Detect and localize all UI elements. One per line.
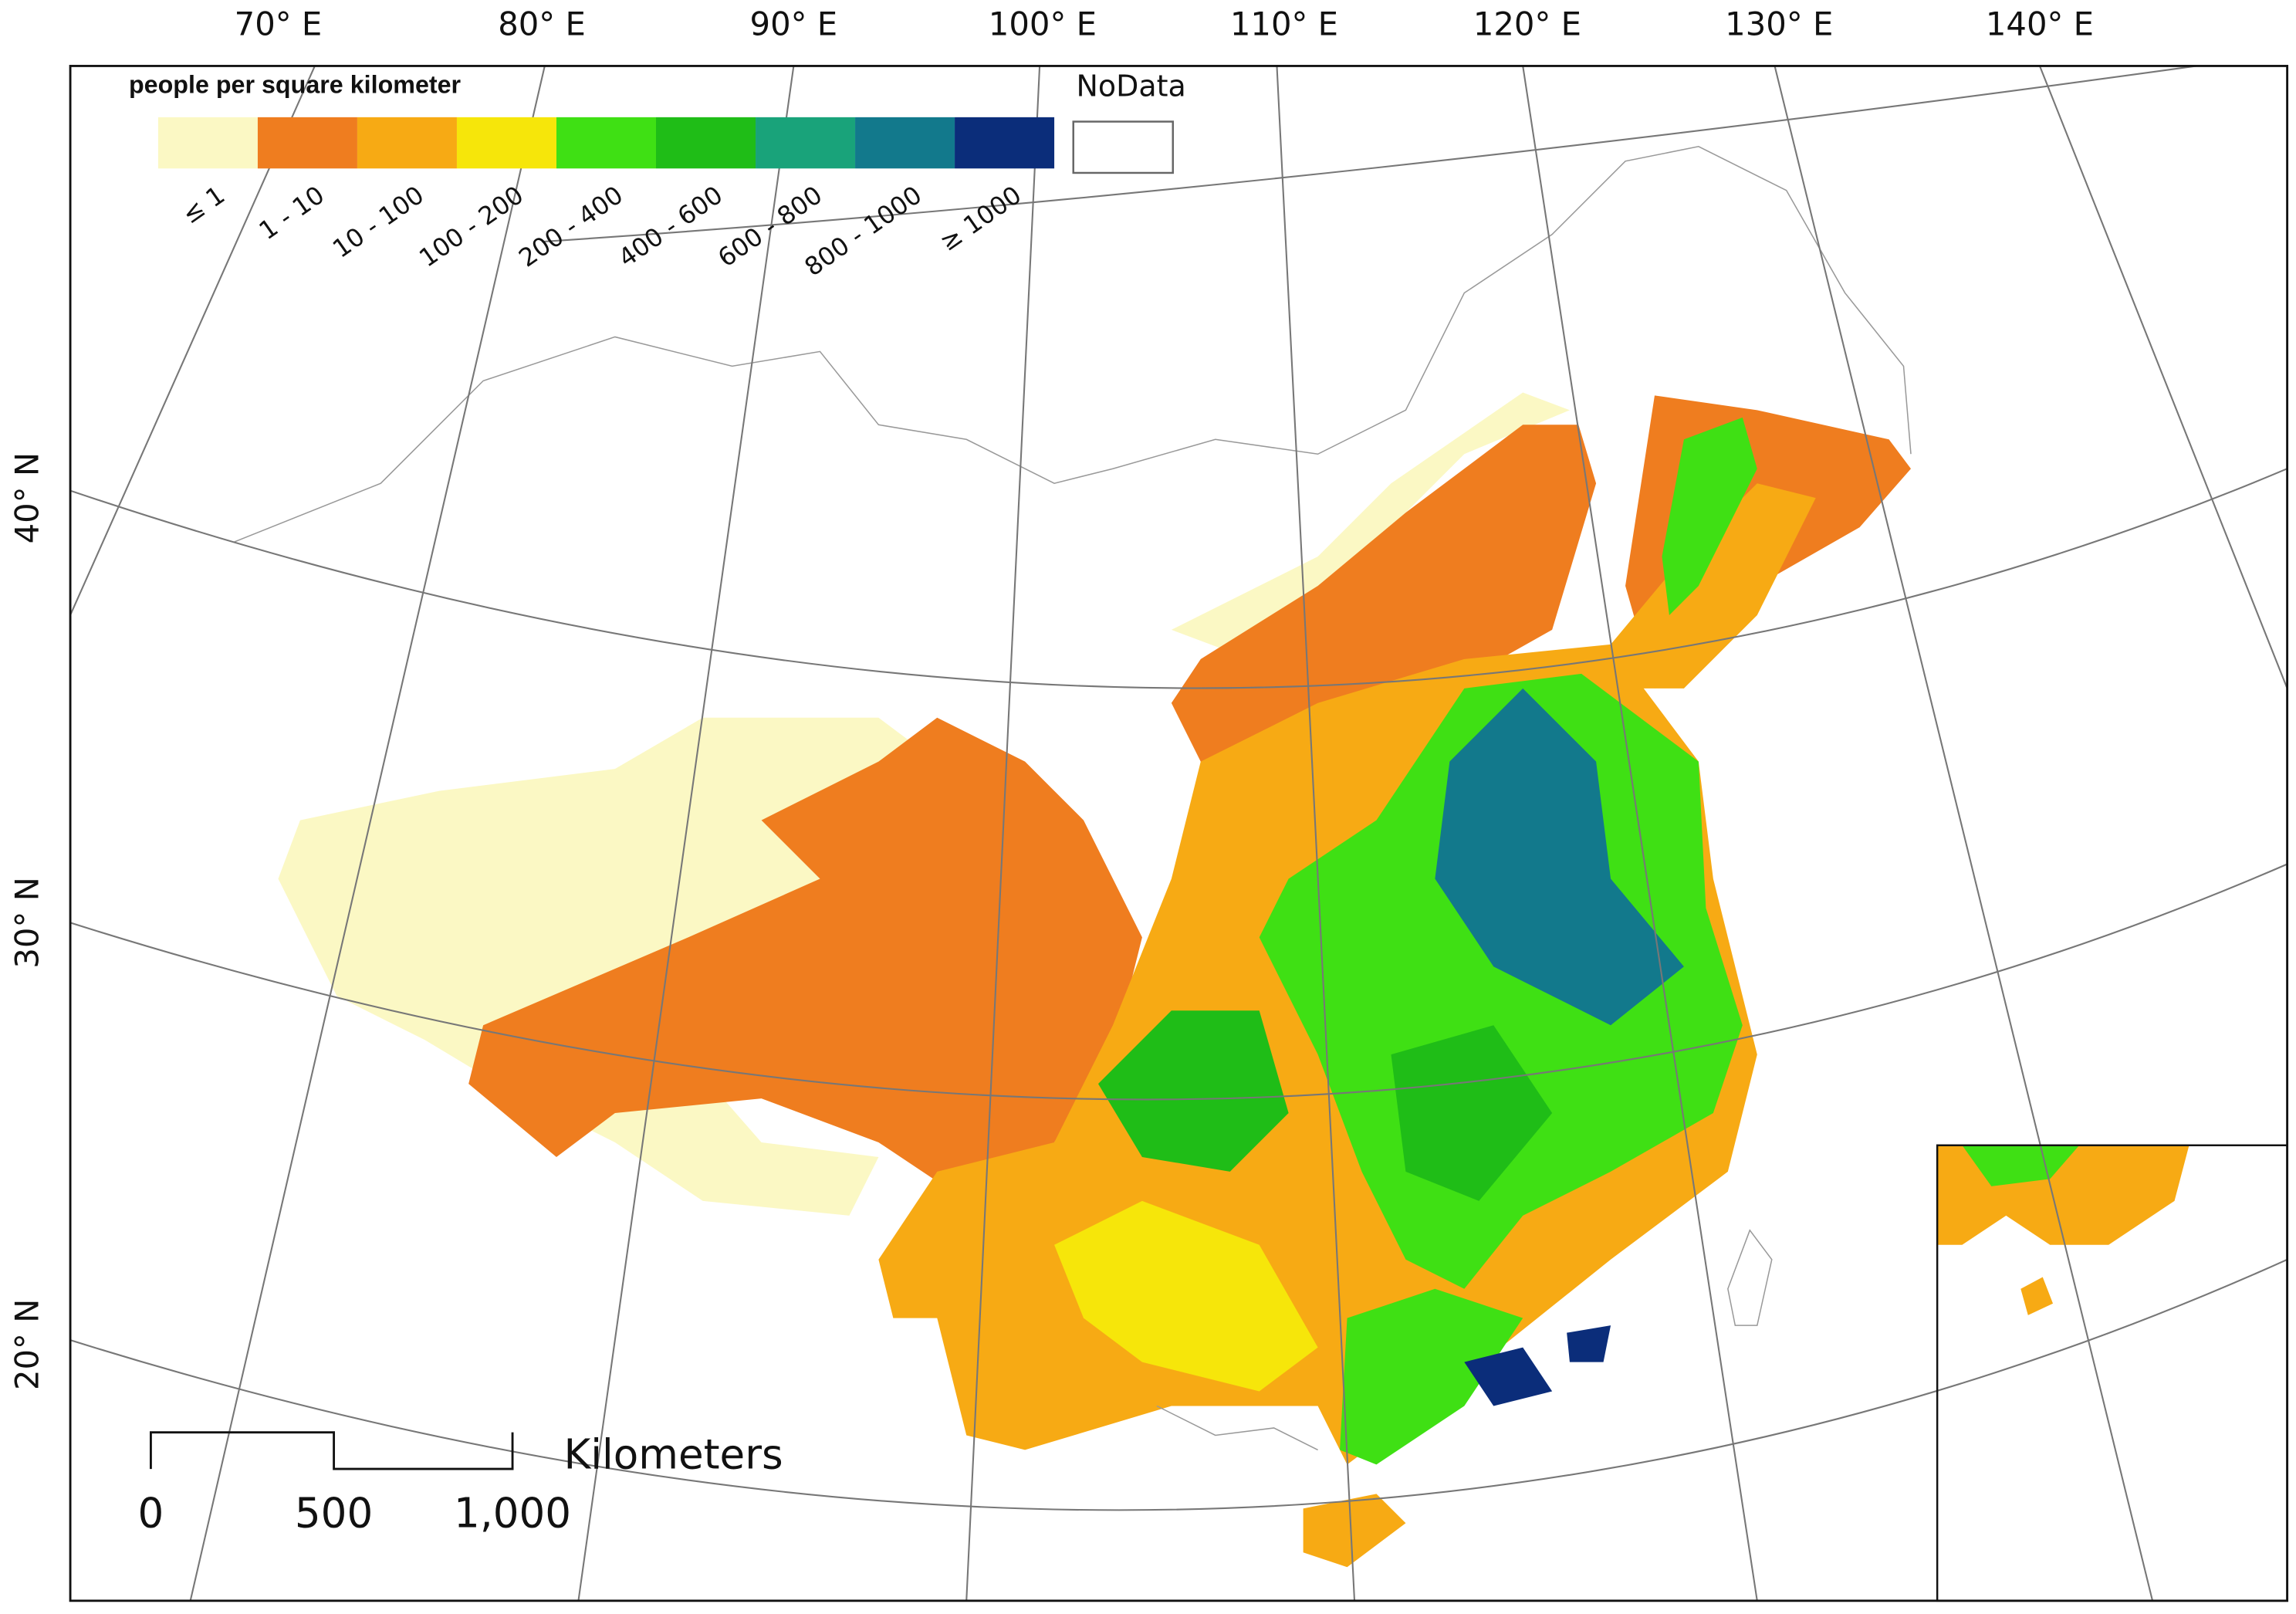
meridian xyxy=(965,66,1041,1601)
legend: people per square kilometer NoData ≤ 1 1 … xyxy=(129,69,1186,282)
border xyxy=(234,146,1912,543)
region xyxy=(1259,673,1743,1289)
meridian xyxy=(1276,66,1356,1601)
region xyxy=(1962,1145,2080,1186)
legend-swatch xyxy=(357,117,457,169)
longitude-label: 130° E xyxy=(1725,5,1833,43)
region xyxy=(1567,1325,1611,1362)
scale-bar-line xyxy=(150,1431,514,1470)
legend-swatch xyxy=(157,117,258,169)
meridian xyxy=(1522,66,1758,1602)
longitude-label: 70° E xyxy=(235,5,323,43)
legend-label: 200 - 400 xyxy=(513,180,628,272)
region xyxy=(1340,1288,1523,1465)
borders xyxy=(234,146,1912,1451)
scale-label: 0 xyxy=(138,1489,164,1537)
scale-bar: Kilometers xyxy=(150,1431,783,1479)
region xyxy=(468,717,1142,1230)
latitude-label: 30° N xyxy=(8,877,46,968)
longitude-label: 110° E xyxy=(1230,5,1338,43)
legend-swatch xyxy=(456,117,556,169)
meridian xyxy=(1774,66,2154,1602)
legend-swatch xyxy=(855,117,955,169)
longitude-label: 140° E xyxy=(1986,5,2094,43)
parallel xyxy=(541,65,2197,243)
legend-swatch xyxy=(556,117,656,169)
region xyxy=(1171,392,1570,652)
region xyxy=(1662,417,1757,615)
legend-label: 1 - 10 xyxy=(254,180,330,245)
meridian xyxy=(577,66,795,1601)
legend-label: ≥ 1000 xyxy=(935,180,1027,257)
parallel xyxy=(69,468,2288,689)
parallel xyxy=(69,1258,2288,1511)
border xyxy=(1727,1229,1773,1326)
region xyxy=(1435,688,1684,1026)
legend-label: 10 - 100 xyxy=(327,180,429,263)
legend-label: 100 - 200 xyxy=(414,180,529,272)
legend-title: people per square kilometer xyxy=(129,71,462,99)
region xyxy=(1303,1494,1406,1568)
legend-label: ≤ 1 xyxy=(177,180,230,229)
nodata-label: NoData xyxy=(1077,69,1186,103)
region xyxy=(1464,1347,1553,1406)
meridian xyxy=(2038,66,2288,689)
region xyxy=(1054,1200,1318,1392)
region xyxy=(1391,1025,1553,1201)
longitude-label: 120° E xyxy=(1473,5,1581,43)
longitude-label: 100° E xyxy=(989,5,1097,43)
region xyxy=(1097,1010,1289,1172)
map-frame xyxy=(69,65,2289,1602)
border xyxy=(1156,1405,1318,1451)
region xyxy=(1611,483,1816,689)
region xyxy=(2020,1277,2054,1315)
region xyxy=(1171,425,1597,791)
latitude-label: 20° N xyxy=(8,1299,46,1390)
legend-swatch xyxy=(257,117,357,169)
nodata-swatch xyxy=(1072,120,1174,174)
latitude-label: 40° N xyxy=(8,452,46,543)
population-regions xyxy=(278,392,2189,1568)
longitude-label: 80° E xyxy=(498,5,586,43)
region xyxy=(278,717,938,1216)
meridian xyxy=(189,66,546,1602)
scale-label: 500 xyxy=(295,1489,373,1537)
legend-swatch xyxy=(756,117,856,169)
parallel xyxy=(69,863,2288,1101)
legend-swatch xyxy=(955,117,1055,169)
legend-swatch xyxy=(656,117,756,169)
scale-unit: Kilometers xyxy=(563,1431,783,1479)
scale-label: 1,000 xyxy=(454,1489,571,1537)
longitude-label: 90° E xyxy=(750,5,838,43)
legend-label: 400 - 600 xyxy=(613,180,728,272)
